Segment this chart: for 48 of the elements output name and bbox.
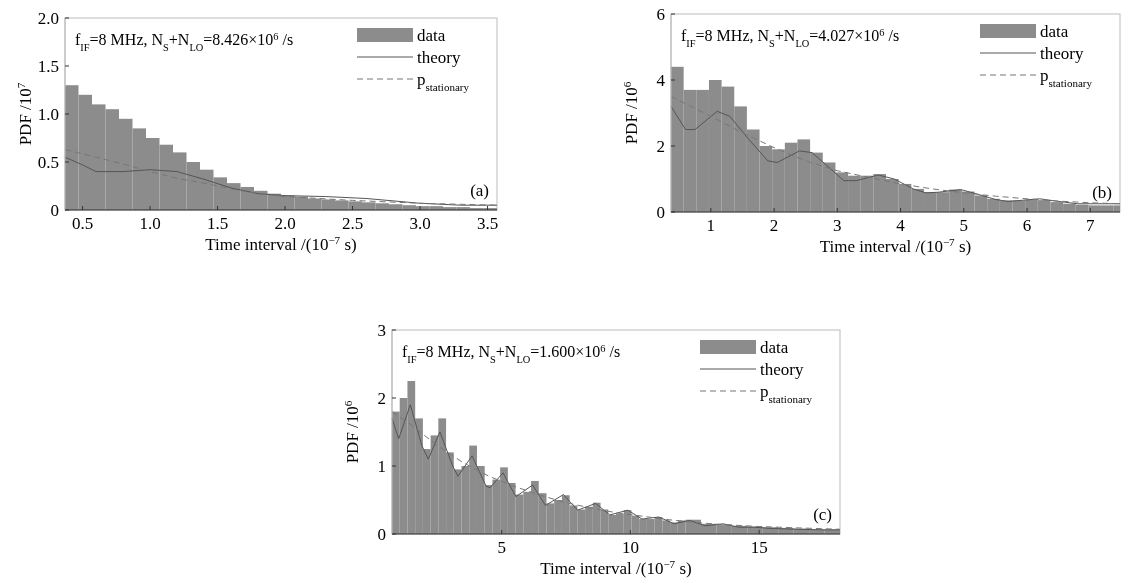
y-tick-label: 4 bbox=[656, 71, 666, 90]
x-tick-label: 7 bbox=[1086, 216, 1096, 235]
x-axis-title: Time interval /(10$^{−7}$ s) bbox=[540, 558, 692, 578]
y-tick-label: 0 bbox=[656, 203, 665, 222]
text: f$_{IF}$=8 MHz, N$_{S}$+N$_{LO}$=8.426×10$^{6}$ /s bbox=[75, 30, 294, 53]
x-tick-label: 5 bbox=[497, 538, 506, 557]
x-tick-label: 2.0 bbox=[274, 214, 296, 233]
y-tick-label: 2 bbox=[656, 137, 665, 156]
legend-label: p$_{stationary}$ bbox=[760, 382, 813, 405]
annotation: (c) bbox=[813, 505, 832, 524]
x-tick-label: 1 bbox=[706, 216, 716, 235]
x-tick-label: 4 bbox=[896, 216, 906, 235]
y-tick-label: 0 bbox=[377, 525, 386, 544]
x-tick-label: 6 bbox=[1022, 216, 1032, 235]
legend-label: data bbox=[417, 26, 446, 45]
y-tick-label: 0.5 bbox=[37, 153, 59, 172]
legend-label: theory bbox=[760, 360, 804, 379]
text: f$_{IF}$=8 MHz, N$_{S}$+N$_{LO}$=4.027×10$^{6}$ /s bbox=[681, 26, 900, 49]
x-axis-title: Time interval /(10$^{−7}$ s) bbox=[819, 236, 972, 256]
x-tick-label: 15 bbox=[750, 538, 768, 557]
legend-label: p$_{stationary}$ bbox=[417, 70, 470, 93]
x-tick-label: 3 bbox=[833, 216, 842, 235]
x-tick-label: 2.5 bbox=[341, 214, 364, 233]
x-axis-title: Time interval /(10$^{−7}$ s) bbox=[205, 234, 357, 254]
legend-label: theory bbox=[1040, 44, 1084, 63]
legend-label: data bbox=[1040, 22, 1069, 41]
legend-label: data bbox=[760, 338, 789, 357]
x-tick-label: 3.0 bbox=[409, 214, 431, 233]
y-tick-label: 2 bbox=[377, 389, 386, 408]
x-tick-label: 0.5 bbox=[71, 214, 94, 233]
y-tick-label: 2.0 bbox=[37, 9, 59, 28]
legend-label: theory bbox=[417, 48, 461, 67]
x-tick-label: 3.5 bbox=[476, 214, 499, 233]
text: f$_{IF}$=8 MHz, N$_{S}$+N$_{LO}$=1.600×10$^{6}$ /s bbox=[402, 342, 621, 365]
y-tick-label: 6 bbox=[656, 5, 665, 24]
x-tick-label: 2 bbox=[769, 216, 779, 235]
y-tick-label: 1 bbox=[377, 457, 386, 476]
y-tick-label: 3 bbox=[377, 321, 386, 340]
legend-label: p$_{stationary}$ bbox=[1040, 66, 1093, 89]
x-tick-label: 1.5 bbox=[206, 214, 229, 233]
annotation: (a) bbox=[470, 181, 489, 200]
annotation: (b) bbox=[1092, 183, 1112, 202]
x-tick-label: 10 bbox=[621, 538, 639, 557]
y-tick-label: 1.5 bbox=[37, 57, 59, 76]
x-tick-label: 5 bbox=[959, 216, 969, 235]
y-tick-label: 1.0 bbox=[37, 105, 59, 124]
y-tick-label: 0 bbox=[50, 201, 59, 220]
x-tick-label: 1.0 bbox=[139, 214, 161, 233]
